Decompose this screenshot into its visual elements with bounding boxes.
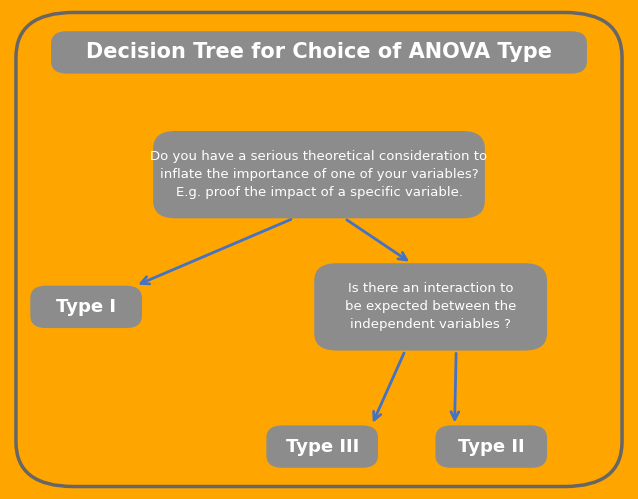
Text: Do you have a serious theoretical consideration to
inflate the importance of one: Do you have a serious theoretical consid…	[151, 150, 487, 199]
Text: Type I: Type I	[56, 298, 116, 316]
FancyBboxPatch shape	[267, 425, 378, 468]
FancyBboxPatch shape	[153, 131, 485, 219]
Text: Is there an interaction to
be expected between the
independent variables ?: Is there an interaction to be expected b…	[345, 282, 516, 331]
FancyBboxPatch shape	[51, 31, 587, 73]
FancyBboxPatch shape	[16, 12, 622, 487]
Text: Decision Tree for Choice of ANOVA Type: Decision Tree for Choice of ANOVA Type	[86, 42, 552, 62]
FancyBboxPatch shape	[435, 425, 547, 468]
Text: Type II: Type II	[458, 438, 524, 456]
FancyBboxPatch shape	[31, 285, 142, 328]
FancyBboxPatch shape	[315, 263, 547, 351]
Text: Type III: Type III	[286, 438, 359, 456]
